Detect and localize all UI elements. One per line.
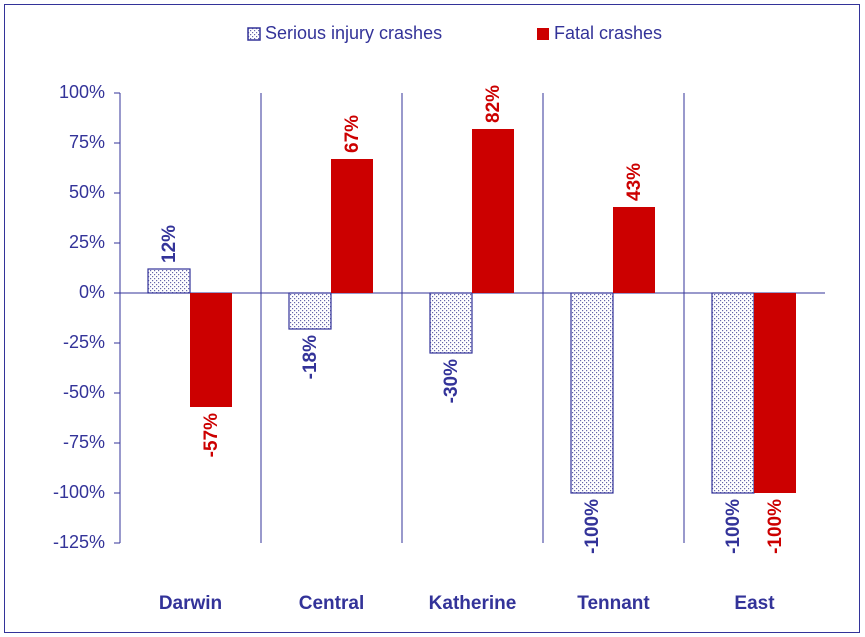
bar [288,292,332,330]
y-tick-label: 25% [69,232,105,252]
legend-swatch [247,27,261,41]
bar [570,292,614,494]
data-label: 12% [159,225,180,263]
data-label: -100% [765,499,786,554]
y-tick-label: 75% [69,132,105,152]
bar [190,293,232,407]
bar [711,292,755,494]
legend-label: Serious injury crashes [265,23,442,43]
bar [429,292,473,354]
y-tick-label: -100% [53,482,105,502]
bar [613,207,655,293]
x-tick-label: Katherine [429,593,517,614]
data-label: -100% [582,499,603,554]
y-tick-label: -75% [63,432,105,452]
x-tick-label: Tennant [577,593,650,614]
data-label: -30% [441,359,462,403]
bar [331,159,373,293]
bar [472,129,514,293]
x-tick-label: Darwin [159,593,222,614]
y-tick-label: 0% [79,282,105,302]
data-label: 43% [624,163,645,201]
y-tick-label: -50% [63,382,105,402]
data-label: 82% [483,85,504,123]
data-label: -18% [300,335,321,379]
bar [754,293,796,493]
y-tick-label: 100% [59,82,105,102]
x-tick-label: Central [299,593,364,614]
x-tick-label: East [734,593,775,614]
legend-swatch [537,28,549,40]
legend-label: Fatal crashes [554,23,662,43]
y-tick-label: -125% [53,532,105,552]
data-label: -57% [201,413,222,457]
bar [147,268,191,294]
y-tick-label: -25% [63,332,105,352]
data-label: -100% [723,499,744,554]
data-label: 67% [342,115,363,153]
y-tick-label: 50% [69,182,105,202]
